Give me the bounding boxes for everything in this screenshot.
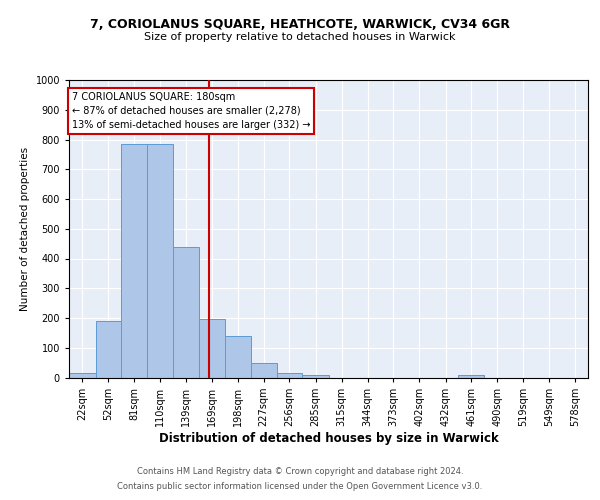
Text: Contains public sector information licensed under the Open Government Licence v3: Contains public sector information licen… (118, 482, 482, 491)
Bar (251, 363, 277, 378)
Y-axis label: Number of detached properties: Number of detached properties (20, 146, 30, 311)
Bar (121, 144, 147, 378)
Bar (173, 246, 199, 378)
Text: Size of property relative to detached houses in Warwick: Size of property relative to detached ho… (144, 32, 456, 42)
X-axis label: Distribution of detached houses by size in Warwick: Distribution of detached houses by size … (158, 432, 499, 444)
Text: 7, CORIOLANUS SQUARE, HEATHCOTE, WARWICK, CV34 6GR: 7, CORIOLANUS SQUARE, HEATHCOTE, WARWICK… (90, 18, 510, 30)
Bar (69, 373, 95, 378)
Bar (95, 321, 121, 378)
Bar (199, 320, 225, 378)
Bar (277, 373, 302, 378)
Text: Contains HM Land Registry data © Crown copyright and database right 2024.: Contains HM Land Registry data © Crown c… (137, 467, 463, 476)
Text: 7 CORIOLANUS SQUARE: 180sqm
← 87% of detached houses are smaller (2,278)
13% of : 7 CORIOLANUS SQUARE: 180sqm ← 87% of det… (71, 92, 310, 130)
Bar (225, 336, 251, 378)
Bar (302, 374, 329, 378)
Bar (458, 374, 484, 378)
Bar (147, 144, 173, 378)
